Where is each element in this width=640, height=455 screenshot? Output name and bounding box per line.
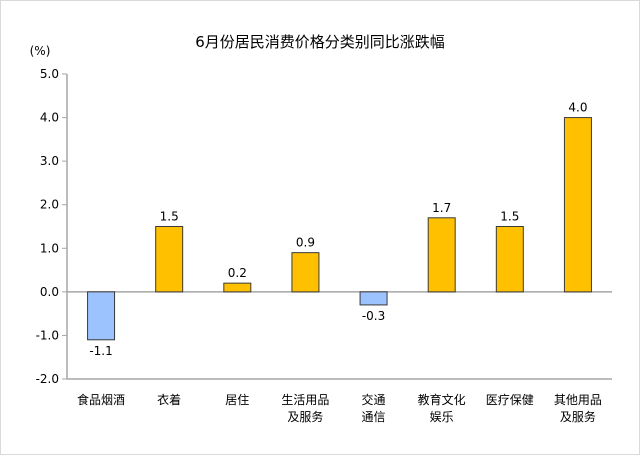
y-tick-label: 2.0: [40, 198, 59, 212]
x-category-label: 教育文化: [418, 392, 466, 407]
x-category-label: 及服务: [560, 409, 596, 424]
y-tick-label: 1.0: [40, 241, 59, 255]
bar: [223, 282, 252, 293]
y-tick-label: 4.0: [40, 111, 59, 125]
x-category-label: 衣着: [157, 392, 181, 407]
data-label: -1.1: [89, 344, 112, 358]
y-tick-label: 0.0: [40, 285, 59, 299]
x-category-label: 及服务: [287, 409, 323, 424]
y-tick-label: -1.0: [36, 328, 59, 342]
chart-title: 6月份居民消费价格分类别同比涨跌幅: [195, 33, 445, 51]
bar: [427, 217, 456, 293]
data-label: -0.3: [362, 309, 385, 323]
x-category-label: 医疗保健: [486, 393, 534, 407]
y-tick-label: -2.0: [36, 372, 59, 386]
y-axis-unit: (%): [30, 44, 51, 58]
bar: [495, 226, 524, 293]
bar: [563, 117, 592, 293]
bar: [87, 291, 116, 341]
data-label: 0.9: [296, 236, 315, 250]
x-category-label: 其他用品: [554, 393, 602, 407]
bar: [155, 226, 184, 293]
data-label: 1.5: [160, 210, 179, 224]
data-label: 1.7: [432, 201, 451, 215]
data-label: 0.2: [228, 266, 247, 280]
x-category-label: 生活用品: [281, 393, 329, 407]
x-category-label: 交通: [362, 392, 386, 407]
bar: [291, 252, 320, 293]
bar: [359, 291, 388, 306]
x-category-label: 娱乐: [430, 410, 454, 424]
data-label: 1.5: [500, 210, 519, 224]
x-category-label: 食品烟酒: [77, 392, 125, 407]
y-tick-label: 5.0: [40, 67, 59, 81]
x-category-label: 居住: [225, 393, 249, 407]
x-category-label: 通信: [362, 410, 386, 424]
y-tick-label: 3.0: [40, 154, 59, 168]
data-label: 4.0: [568, 101, 587, 115]
